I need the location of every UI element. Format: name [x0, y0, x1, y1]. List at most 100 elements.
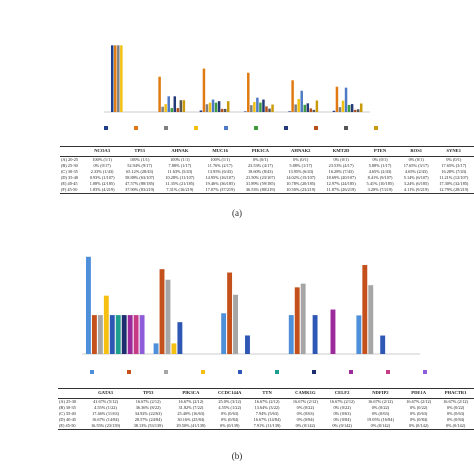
bar-pten-3	[265, 106, 268, 112]
column-header: GATA3	[84, 388, 127, 399]
table-cell: 31.89% (59/185)	[245, 180, 275, 186]
panel-b: GATA3 TP53 PIK3CA CCDC144A TTN CAMK1G CELF2 NDF…	[0, 232, 474, 465]
bar-syne1-3	[271, 104, 274, 112]
bar-kmt2d-3	[262, 99, 265, 112]
legend-swatch	[201, 370, 205, 374]
table-cell: 47.57% (88/185)	[125, 180, 155, 186]
table-cell: 0% (0/63)	[221, 410, 239, 416]
bar-pten-2	[220, 108, 224, 112]
table-cell: 13.64% (3/22)	[254, 404, 280, 410]
table-cell: 100% (1/1)	[210, 156, 230, 162]
bar-pik3ca-2	[233, 294, 239, 354]
table-cell: 0% (0/22)	[296, 404, 314, 410]
row-label: (D) 35-40	[61, 174, 79, 180]
table-cell: 11.63% (5/43)	[167, 168, 193, 174]
bar-ahnak-3	[250, 105, 253, 112]
legend-swatch	[349, 370, 353, 374]
table-header-row: NCOA3 TP53 AHNAK MUC16 PIK3CA AHNAK2 KMT2D PTEN…	[60, 146, 474, 157]
legend-swatch	[238, 370, 242, 374]
table-cell: 100% (1/1)	[170, 156, 190, 162]
row-label: (B) 30-35	[59, 404, 76, 410]
table-cell: 100% (1/1)	[92, 156, 112, 162]
table-cell: 17.65% (3/17)	[403, 162, 429, 168]
table-cell: 0% (0/1)	[408, 156, 424, 162]
table-cell: 0% (0/142)	[286, 423, 324, 430]
table-cell: 5.88% (1/17)	[289, 162, 313, 168]
legend-swatch	[314, 126, 318, 130]
table-cell: 0% (0/63)	[446, 410, 465, 416]
table-cell: 16.67% (14/84)	[92, 416, 119, 422]
row-label: (C) 35-40	[59, 410, 76, 416]
table-cell: 41.67% (5/12)	[93, 398, 118, 404]
bar-pik3ca-4	[300, 90, 303, 112]
column-header	[60, 146, 85, 157]
bar-muc16-0	[120, 45, 123, 112]
column-header: AHNAK2	[280, 146, 321, 157]
bar-ncoa3-5	[332, 110, 336, 112]
legend-swatch	[134, 126, 138, 130]
table-cell: 37.90% (83/219)	[119, 187, 160, 194]
table-cell: 0% (0/84)	[333, 416, 351, 422]
table-cell: 1.83% (4/219)	[84, 187, 120, 194]
table-cell: 58.88% (63/107)	[125, 174, 155, 180]
table-cell: 10.28% (11/107)	[165, 174, 195, 180]
table-cell: 16.67% (2/12)	[254, 398, 280, 404]
table-cell: 0% (0/1)	[446, 156, 462, 162]
table-cell: 0% (0/63)	[296, 410, 314, 416]
table-cell: 0% (0/142)	[437, 423, 474, 430]
table-row: (F) 45-50 1.83% (4/219) 37.90% (83/219) 7.3…	[60, 187, 474, 194]
bar-ahnak-4	[294, 104, 297, 112]
column-header: KMT2D	[320, 146, 362, 157]
table-cell: 17.65% (3/17)	[441, 162, 467, 168]
table-cell: 8.41% (9/107)	[367, 174, 393, 180]
bar-ndfip2-0	[127, 315, 133, 354]
table-cell: 12.79% (28/219)	[433, 187, 474, 194]
legend-swatch	[344, 126, 348, 130]
table-cell: 0% (0/22)	[333, 404, 351, 410]
table-cell: 13.95% (6/43)	[207, 168, 233, 174]
row-label: (E) 40-45	[61, 180, 78, 186]
table-cell: 0% (0/142)	[360, 423, 401, 430]
bar-pik3ca-0	[97, 315, 103, 354]
column-header	[58, 388, 85, 399]
table-cell: 0.93% (1/107)	[89, 174, 115, 180]
bar-muc16-1	[164, 104, 167, 112]
column-header: TP53	[126, 388, 170, 399]
table-row: (C) 35-40 17.46% (11/63) 34.92% (22/63) 25.…	[58, 411, 474, 417]
bar-tp53-0	[91, 315, 97, 354]
bar-tp53-5	[335, 86, 339, 112]
column-header: NDFIP2	[360, 388, 401, 399]
table-cell: 0% (0/17)	[93, 162, 111, 168]
table-row: (A) 25-30 41.67% (5/12) 16.67% (2/12) 16.67…	[58, 399, 474, 406]
bar-tp53-3	[294, 287, 300, 354]
legend-swatch	[164, 370, 168, 374]
bar-pik3ca-3	[300, 283, 306, 354]
row-label: (A) 25-30	[59, 398, 77, 404]
table-row: (E) 40-45 1.08% (2/185) 47.57% (88/185) 11.…	[60, 181, 474, 187]
table-cell: 16.67% (2/12)	[292, 398, 318, 404]
table-cell: 16.28% (7/43)	[328, 168, 354, 174]
table-cell: 0% (0/1)	[293, 156, 309, 162]
legend-swatch	[423, 370, 427, 374]
legend-swatch	[194, 126, 198, 130]
table-row: (E) 45-50 16.55% (23/139) 38.13% (53/139) 2…	[58, 423, 474, 430]
row-label: (B) 25-30	[61, 162, 78, 168]
bar-ncoa3-2	[199, 110, 203, 112]
table-cell: 0% (0/22)	[410, 404, 428, 410]
table-row: (D) 40-45 16.67% (14/84) 28.57% (24/84) 30.…	[58, 417, 474, 423]
column-header: CAMK1G	[286, 388, 324, 399]
table-cell: 4.65% (2/43)	[368, 168, 392, 174]
bar-ttn-1	[177, 322, 183, 354]
row-label: (C) 30-35	[61, 168, 78, 174]
legend-swatch	[164, 126, 168, 130]
bar-muc16-4	[297, 99, 300, 112]
bar-syne1-2	[226, 101, 230, 112]
panel-label-a: (a)	[232, 208, 242, 218]
table-cell: 28.57% (24/84)	[134, 416, 162, 422]
chart-tcga	[82, 256, 427, 374]
column-header: NCOA3	[84, 146, 120, 157]
bar-ncoa3-3	[244, 111, 247, 112]
bar-tp53-2	[227, 272, 233, 354]
bar-ndfip2-3	[330, 309, 336, 354]
bar-ahnak2-5	[347, 105, 351, 112]
